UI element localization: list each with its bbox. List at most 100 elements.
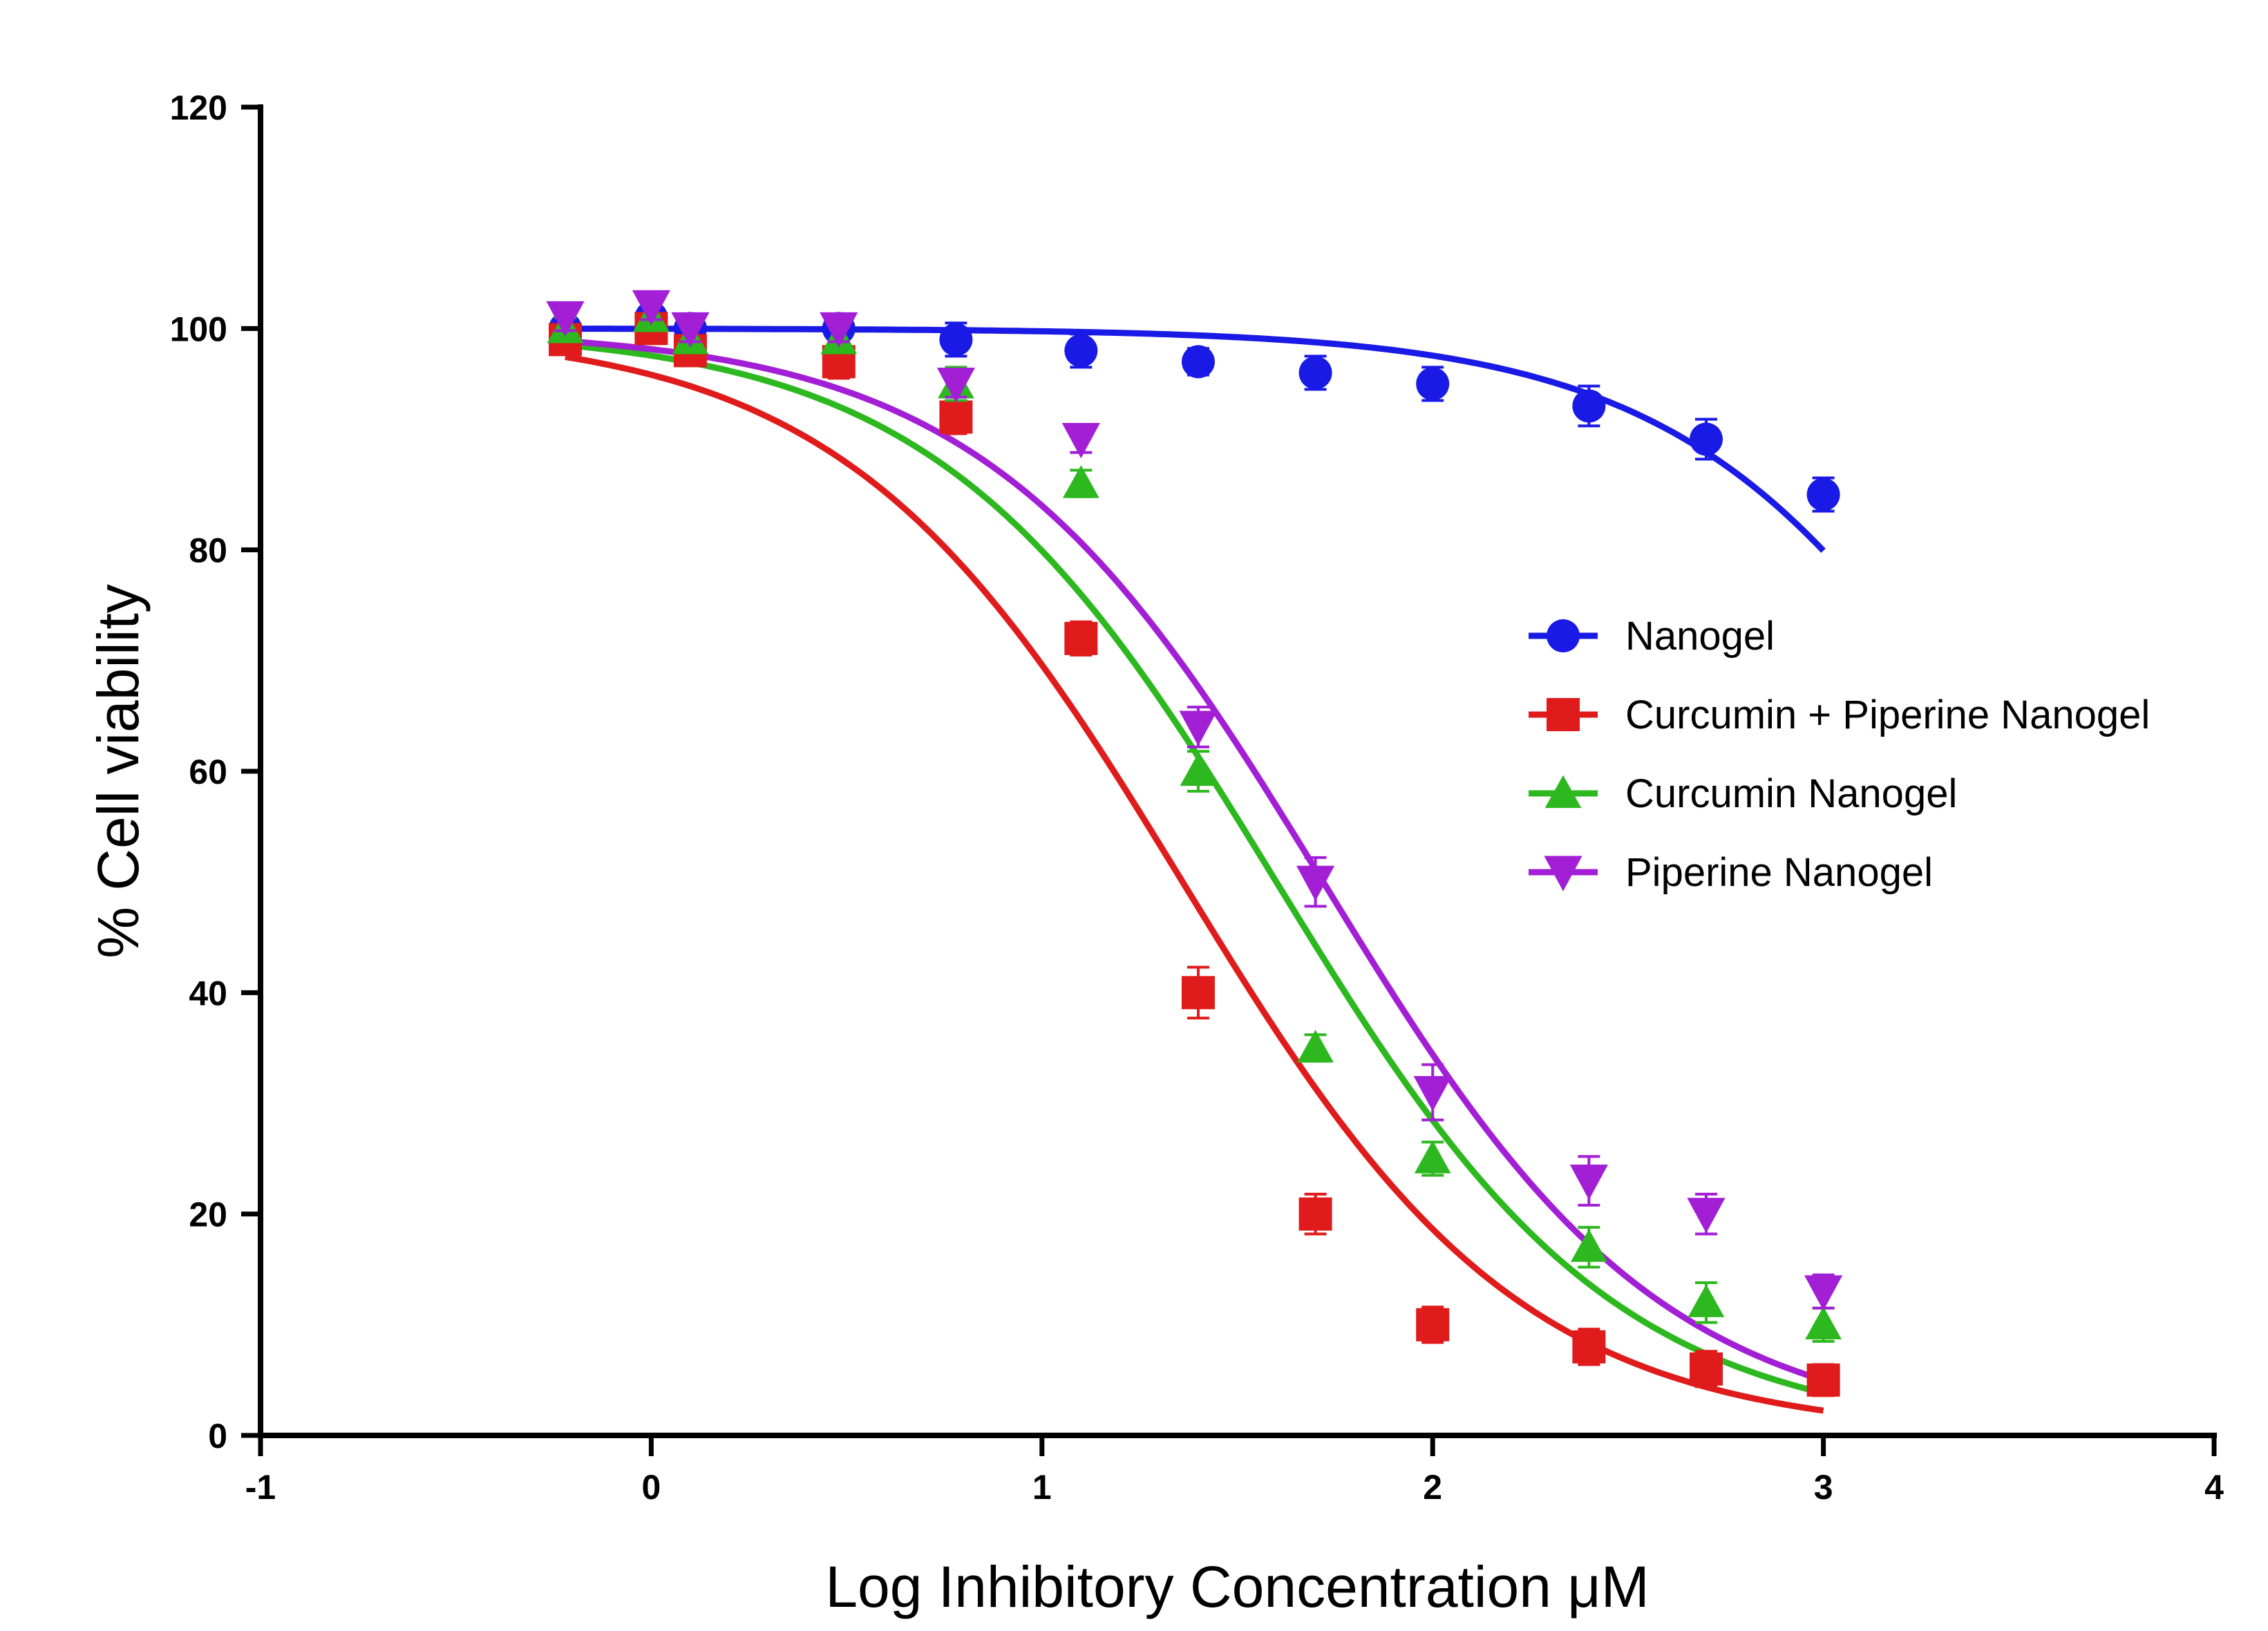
legend-label: Nanogel bbox=[1625, 614, 1775, 659]
y-tick-label: 0 bbox=[208, 1417, 227, 1455]
legend-label: Curcumin Nanogel bbox=[1625, 771, 1957, 816]
marker-circle bbox=[1806, 478, 1840, 511]
marker-circle bbox=[1689, 422, 1723, 456]
data-point-series-1 bbox=[1064, 620, 1098, 657]
marker-square bbox=[1572, 1330, 1606, 1364]
marker-triangle-down bbox=[1061, 423, 1100, 459]
legend-item: Curcumin Nanogel bbox=[1529, 771, 1957, 816]
x-tick-label: -1 bbox=[245, 1468, 276, 1507]
marker-square bbox=[1689, 1352, 1723, 1386]
marker-triangle-up bbox=[1062, 465, 1099, 498]
data-point-series-3 bbox=[1569, 1155, 1608, 1207]
marker-triangle-down bbox=[1413, 1076, 1452, 1112]
data-point-series-0 bbox=[1416, 366, 1450, 402]
marker-triangle-down bbox=[1296, 865, 1335, 901]
data-point-series-2 bbox=[1297, 1030, 1334, 1063]
data-point-series-1 bbox=[1181, 965, 1215, 1020]
x-axis-title: Log Inhibitory Concentration μM bbox=[825, 1554, 1649, 1619]
data-point-series-0 bbox=[939, 321, 973, 358]
marker-circle bbox=[1572, 389, 1606, 423]
fit-curve-series-3 bbox=[565, 338, 1824, 1384]
marker-triangle-up bbox=[1297, 1030, 1334, 1063]
y-tick-label: 20 bbox=[189, 1196, 227, 1234]
fit-curves bbox=[565, 326, 1826, 1414]
data-point-series-0 bbox=[1689, 417, 1723, 461]
data-point-series-0 bbox=[1181, 345, 1215, 379]
data-point-series-3 bbox=[820, 312, 858, 348]
data-point-series-3 bbox=[936, 367, 976, 404]
axes: 0 20 40 60 80 100 120 -1 0 1 2 3 4 Log Inhibitory Con… bbox=[86, 88, 2224, 1619]
marker-square bbox=[939, 400, 973, 434]
marker-triangle-up bbox=[1688, 1284, 1725, 1317]
x-tick-label: 1 bbox=[1032, 1468, 1052, 1507]
marker-square bbox=[1416, 1308, 1450, 1341]
marker-circle bbox=[1416, 367, 1450, 401]
data-point-series-3 bbox=[671, 312, 710, 348]
legend-item: Piperine Nanogel bbox=[1529, 850, 1933, 895]
y-tick-label: 80 bbox=[189, 531, 227, 570]
marker-triangle-up bbox=[1805, 1306, 1842, 1339]
y-tick-label: 120 bbox=[170, 88, 227, 127]
x-tick-label: 2 bbox=[1423, 1468, 1442, 1507]
marker-triangle-down bbox=[1569, 1165, 1608, 1200]
marker-triangle-up bbox=[1414, 1140, 1451, 1173]
marker-square bbox=[1298, 1197, 1332, 1231]
y-tick-label: 100 bbox=[170, 310, 227, 348]
fit-curve-series-1 bbox=[565, 353, 1824, 1414]
legend-label: Curcumin + Piperine Nanogel bbox=[1625, 692, 2150, 737]
fit-curve-series-0 bbox=[565, 326, 1826, 554]
data-point-series-3 bbox=[1296, 856, 1335, 908]
data-point-series-3 bbox=[1804, 1273, 1843, 1311]
y-tick-label: 40 bbox=[189, 974, 227, 1012]
y-tick-label: 60 bbox=[189, 753, 227, 791]
legend: Nanogel Curcumin + Piperine Nanogel Curcum… bbox=[1529, 614, 2150, 895]
data-point-series-2 bbox=[1180, 750, 1217, 793]
x-tick-label: 0 bbox=[641, 1468, 661, 1507]
marker-triangle-up bbox=[1570, 1229, 1607, 1262]
data-point-series-2 bbox=[1570, 1225, 1607, 1269]
data-point-series-1 bbox=[939, 399, 973, 435]
legend-marker-triangle-up bbox=[1544, 775, 1582, 809]
marker-triangle-down bbox=[671, 312, 710, 348]
legend-marker-circle bbox=[1547, 619, 1580, 652]
marker-square bbox=[1181, 976, 1215, 1010]
x-tick-label: 4 bbox=[2204, 1468, 2224, 1507]
data-point-series-1 bbox=[1416, 1305, 1450, 1344]
data-point-series-1 bbox=[1689, 1350, 1723, 1388]
data-point-series-1 bbox=[1806, 1363, 1840, 1397]
legend-item: Curcumin + Piperine Nanogel bbox=[1529, 692, 2150, 737]
data-point-series-1 bbox=[1572, 1328, 1606, 1366]
marker-circle bbox=[939, 323, 973, 357]
data-point-series-3 bbox=[1061, 423, 1100, 459]
marker-circle bbox=[1064, 334, 1098, 368]
data-point-series-0 bbox=[1806, 476, 1840, 513]
marker-square bbox=[1064, 621, 1098, 655]
legend-item: Nanogel bbox=[1529, 614, 1775, 659]
legend-label: Piperine Nanogel bbox=[1625, 850, 1933, 895]
data-point-series-3 bbox=[1179, 706, 1218, 748]
legend-marker-square bbox=[1547, 698, 1580, 731]
data-point-series-3 bbox=[632, 290, 670, 326]
marker-circle bbox=[1181, 345, 1215, 379]
x-tick-label: 3 bbox=[1814, 1468, 1833, 1507]
marker-triangle-down bbox=[632, 290, 670, 326]
data-point-series-2 bbox=[1805, 1306, 1842, 1343]
marker-triangle-down bbox=[820, 312, 858, 348]
marker-triangle-down bbox=[546, 301, 585, 337]
data-point-series-3 bbox=[1413, 1063, 1452, 1122]
marker-circle bbox=[1298, 356, 1332, 390]
marker-triangle-down bbox=[936, 367, 976, 404]
marker-triangle-down bbox=[1687, 1198, 1726, 1234]
data-points bbox=[546, 290, 1843, 1397]
data-point-series-2 bbox=[1414, 1140, 1451, 1177]
y-axis-title: % Cell viability bbox=[86, 584, 151, 959]
marker-triangle-up bbox=[1180, 753, 1217, 786]
data-point-series-0 bbox=[1064, 332, 1098, 369]
marker-square bbox=[1806, 1363, 1840, 1397]
data-point-series-0 bbox=[1298, 355, 1332, 391]
data-point-series-3 bbox=[546, 301, 585, 337]
data-point-series-0 bbox=[1572, 384, 1606, 428]
data-point-series-3 bbox=[1687, 1192, 1726, 1236]
data-point-series-1 bbox=[1298, 1192, 1332, 1236]
